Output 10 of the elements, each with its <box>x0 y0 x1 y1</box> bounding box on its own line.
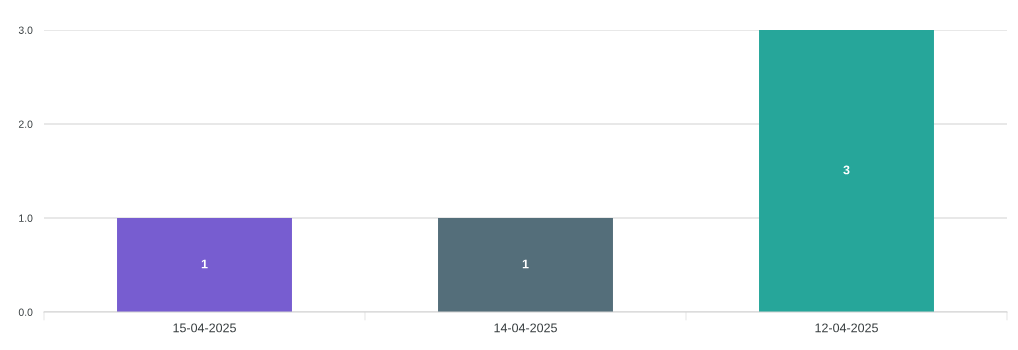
data-label: 1 <box>201 259 208 269</box>
x-tick-label: 15-04-2025 <box>173 323 236 333</box>
data-label: 3 <box>843 165 850 175</box>
x-tick-label: 12-04-2025 <box>815 323 878 333</box>
y-tick-label: 1.0 <box>19 214 33 222</box>
y-tick-label: 2.0 <box>18 120 33 128</box>
x-tick-label: 14-04-2025 <box>494 323 557 333</box>
y-tick-label: 0.0 <box>18 308 33 316</box>
data-label: 1 <box>522 259 529 269</box>
y-tick-label: 3.0 <box>18 26 33 34</box>
